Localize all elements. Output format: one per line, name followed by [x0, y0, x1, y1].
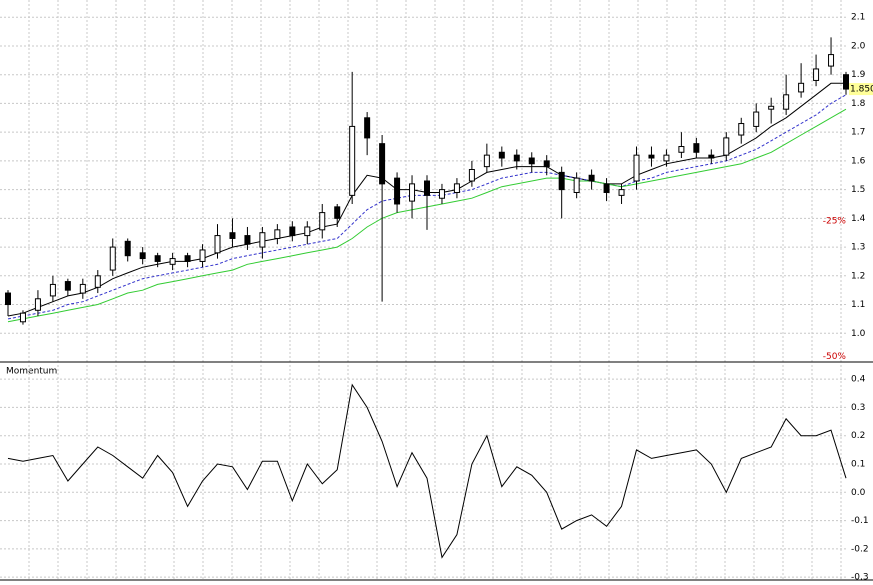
candle-body [618, 189, 625, 196]
candle-body [94, 275, 101, 288]
y-tick-label: 0.0 [851, 488, 866, 498]
candle-body [259, 232, 266, 248]
candle-body [783, 94, 790, 110]
candle-body [828, 54, 835, 67]
y-tick-label: 1.5 [851, 185, 865, 195]
panel-title: Momentum [6, 367, 57, 377]
candle-body [603, 183, 610, 193]
candle-body [648, 154, 655, 159]
candle-body [663, 154, 670, 162]
y-tick-label: 1.0 [851, 329, 866, 339]
candle-body [738, 123, 745, 136]
candle-body [843, 74, 849, 90]
candle-body [244, 235, 251, 245]
candle-body [798, 82, 805, 93]
y-tick-label: 2.1 [851, 13, 865, 23]
candle-body [768, 105, 775, 110]
candle-body [229, 232, 236, 239]
candle-body [453, 183, 460, 193]
candle-body [139, 252, 146, 260]
y-tick-label: 1.8 [851, 99, 866, 109]
candle-body [483, 154, 490, 168]
candle-body [109, 246, 116, 271]
candle-body [573, 177, 580, 193]
candle-body [34, 298, 41, 311]
last-price-box [849, 83, 873, 96]
candle-body [558, 171, 565, 191]
candle-body [409, 183, 416, 202]
y-tick-label: -0.3 [851, 573, 869, 583]
candle-body [49, 283, 56, 297]
y-tick-label: 2.0 [851, 41, 866, 51]
candle-body [364, 117, 371, 139]
candle-body [274, 229, 281, 239]
candle-body [334, 206, 341, 219]
candle-body [379, 143, 386, 185]
candle-body [199, 249, 206, 262]
y-tick-label: 1.2 [851, 271, 865, 281]
line-series [7, 94, 847, 320]
y-tick-label: -0.1 [851, 516, 869, 526]
candle-body [498, 151, 505, 159]
candle-body [723, 137, 730, 156]
y-tick-label: 1.1 [851, 300, 865, 310]
candle-body [5, 292, 11, 306]
candle-body [319, 212, 326, 231]
candle-body [169, 258, 176, 265]
candle-body [19, 312, 26, 323]
candle-body [424, 180, 430, 196]
candle-body [154, 255, 161, 262]
y-tick-label: 0.4 [851, 375, 866, 385]
candle-body [304, 226, 311, 237]
line-series [7, 383, 847, 559]
candle-body [588, 174, 595, 182]
candle-body [528, 157, 535, 165]
y-tick-label: 0.1 [851, 460, 865, 470]
candle-body [678, 146, 685, 153]
candle-body [124, 240, 131, 257]
y-tick-label: 0.2 [851, 431, 865, 441]
candle-body [468, 169, 475, 182]
y-tick-label: 1.9 [851, 70, 866, 80]
candle-body [394, 177, 401, 205]
y-tick-label: -0.2 [851, 544, 869, 554]
y-tick-label: 0.3 [851, 403, 865, 413]
candle-body [693, 143, 700, 153]
candle-body [753, 111, 760, 127]
candle-body [214, 235, 221, 254]
candle-body [633, 154, 640, 182]
y-tick-label: 1.3 [851, 243, 865, 253]
candle-body [543, 160, 550, 168]
candle-body [513, 154, 520, 162]
y-tick-label: 1.4 [851, 214, 866, 224]
candle-body [813, 68, 820, 81]
candle-body [184, 255, 191, 262]
annotation: -25% [823, 217, 847, 227]
y-tick-label: 1.6 [851, 156, 866, 166]
candle-body [289, 226, 296, 237]
candle-body [438, 189, 445, 199]
candle-body [708, 154, 715, 159]
last-price-label: 1.850 [850, 85, 873, 95]
annotation: -50% [823, 352, 847, 362]
candle-body [349, 125, 356, 196]
candle-body [79, 283, 86, 294]
candle-body [64, 281, 71, 291]
y-tick-label: 1.7 [851, 128, 865, 138]
